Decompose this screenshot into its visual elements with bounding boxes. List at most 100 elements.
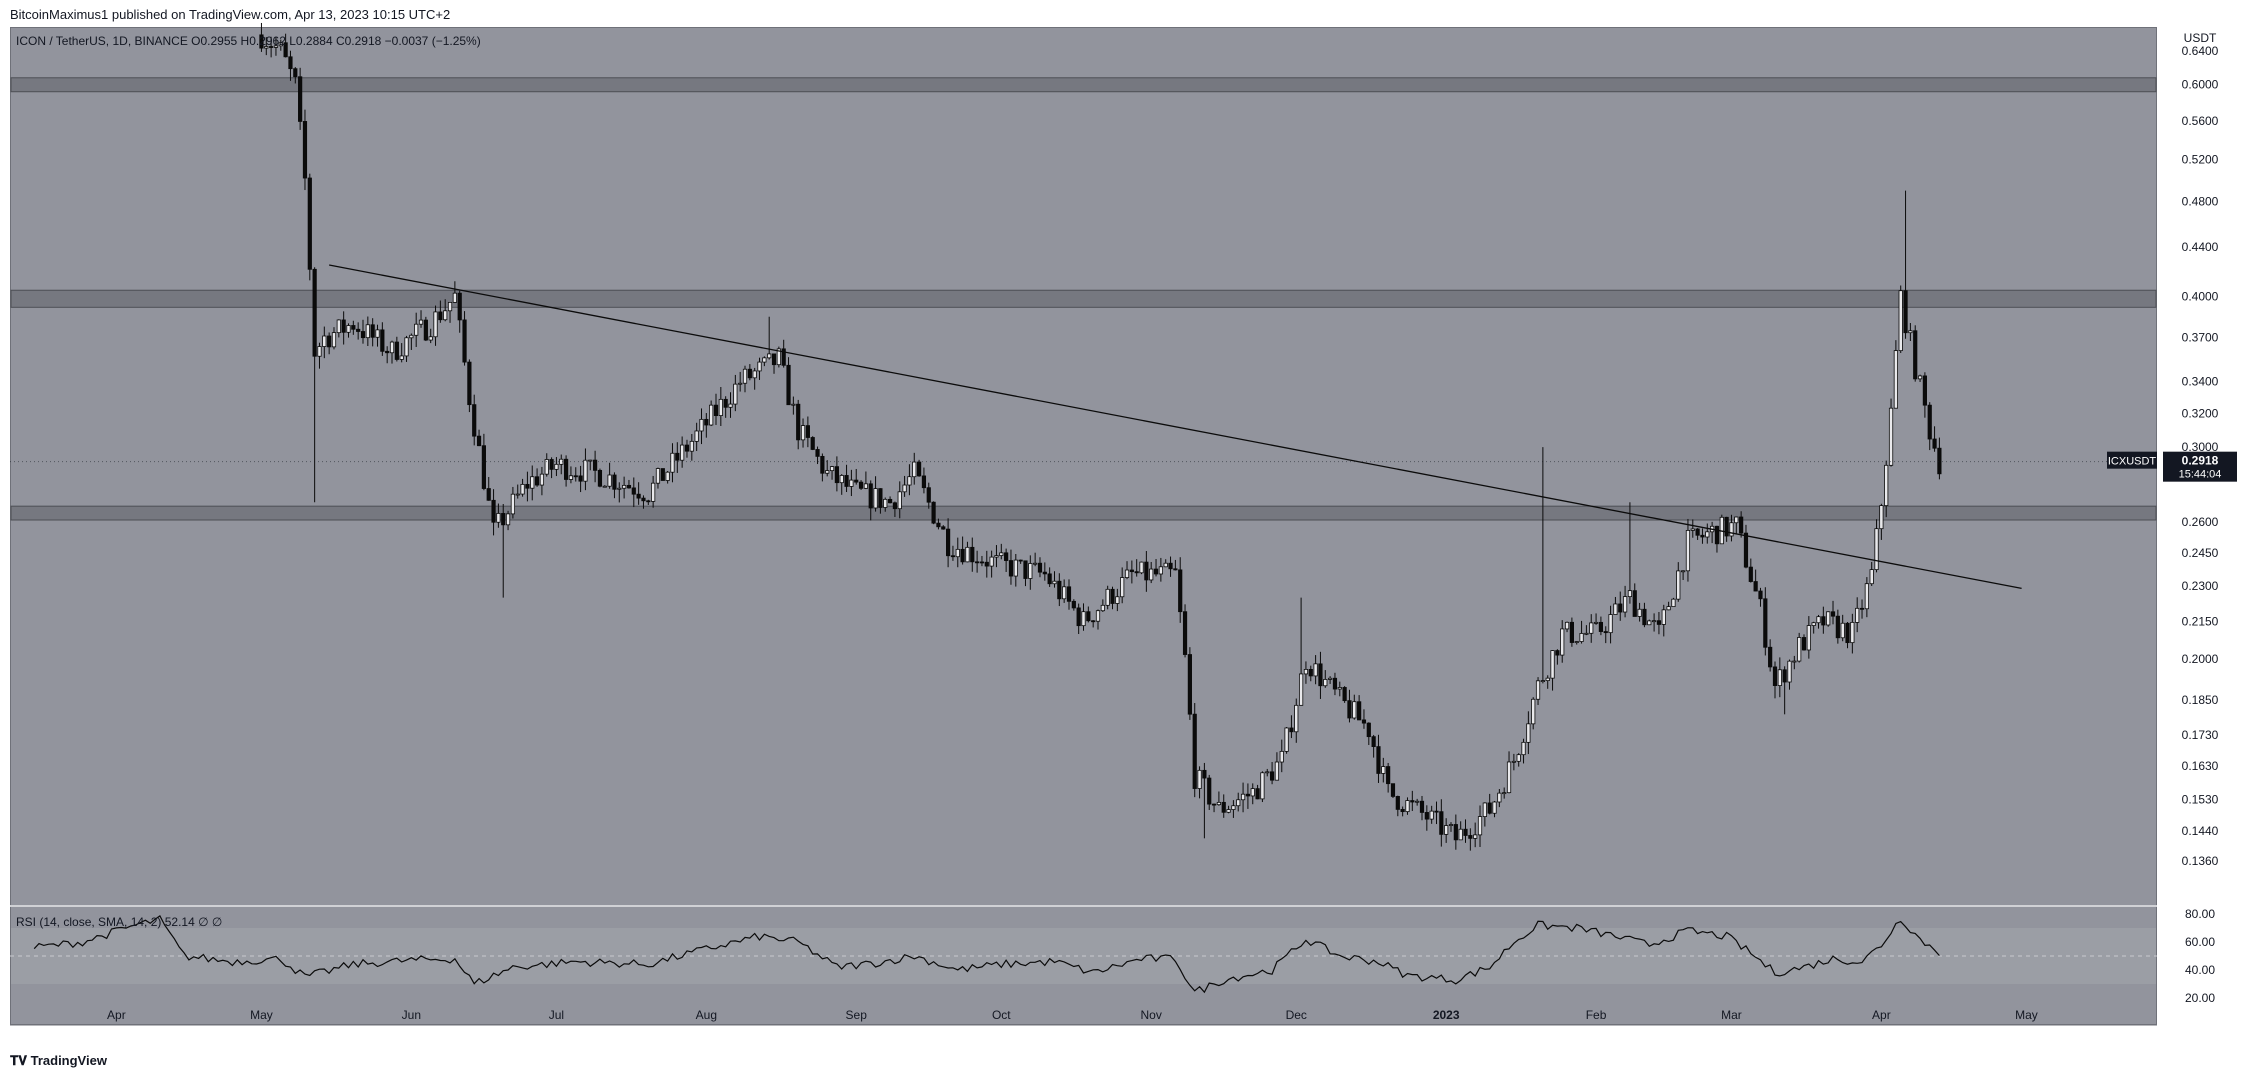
candle-body bbox=[999, 552, 1004, 556]
candle-body bbox=[476, 435, 482, 447]
candle-body bbox=[1429, 810, 1434, 820]
candle-body bbox=[786, 364, 791, 406]
candle-body bbox=[1651, 620, 1657, 623]
candle-body bbox=[418, 319, 424, 325]
candle-body bbox=[1516, 754, 1521, 762]
candle-body bbox=[1502, 792, 1507, 795]
candle-body bbox=[651, 482, 656, 502]
candle-body bbox=[264, 46, 269, 49]
candle-body bbox=[1884, 464, 1889, 507]
price-tick-label: 0.2450 bbox=[2182, 546, 2219, 560]
candle-body bbox=[1879, 505, 1884, 530]
time-tick-label: Mar bbox=[1721, 1008, 1742, 1022]
rsi-legend[interactable]: RSI (14, close, SMA, 14, 2) 52.14 ∅ ∅ bbox=[16, 915, 223, 929]
candle-body bbox=[423, 319, 428, 341]
candle-body bbox=[907, 476, 912, 486]
candle-body bbox=[617, 487, 622, 490]
candle-body bbox=[1100, 604, 1105, 612]
candle-body bbox=[409, 334, 414, 339]
candle-body bbox=[1777, 669, 1782, 686]
candle-body bbox=[921, 475, 927, 489]
support-resistance-zone-1 bbox=[10, 77, 2157, 93]
candle-body bbox=[375, 329, 380, 338]
candle-body bbox=[1047, 573, 1052, 585]
candle-body bbox=[1236, 799, 1241, 807]
candle-body bbox=[1937, 447, 1942, 475]
candle-body bbox=[1361, 719, 1367, 724]
candle-body bbox=[1158, 566, 1163, 575]
candle-body bbox=[1216, 801, 1221, 806]
candle-body bbox=[1033, 562, 1038, 565]
candle-body bbox=[1144, 561, 1149, 581]
candle-body bbox=[1347, 700, 1352, 719]
candle-body bbox=[1569, 621, 1574, 643]
candle-body bbox=[844, 475, 849, 487]
candle-body bbox=[1255, 788, 1260, 800]
candle-body bbox=[646, 500, 651, 503]
candle-body bbox=[1816, 616, 1821, 624]
candle-body bbox=[713, 404, 719, 417]
candle-body bbox=[283, 42, 288, 58]
tradingview-logo[interactable]: 𝐓𝐕 TradingView bbox=[10, 1053, 107, 1069]
candle-body bbox=[317, 346, 322, 357]
symbol-legend[interactable]: ICON / TetherUS, 1D, BINANCE O0.2955 H0.… bbox=[16, 34, 481, 48]
rsi-tick-label: 80.00 bbox=[2185, 907, 2215, 921]
candle-body bbox=[887, 498, 893, 504]
price-tick-label: 0.3000 bbox=[2182, 440, 2219, 454]
candle-body bbox=[1477, 816, 1483, 836]
candle-body bbox=[1149, 568, 1154, 581]
candle-body bbox=[520, 483, 525, 495]
candle-body bbox=[1352, 701, 1357, 719]
candle-body bbox=[1540, 680, 1545, 683]
candle-body bbox=[858, 481, 864, 489]
candle-body bbox=[1318, 663, 1323, 687]
candle-body bbox=[1497, 792, 1502, 803]
candle-body bbox=[1695, 528, 1700, 536]
chart-area[interactable] bbox=[10, 27, 2157, 1025]
candle-body bbox=[273, 45, 279, 48]
time-tick-label: Oct bbox=[992, 1008, 1011, 1022]
candle-body bbox=[389, 341, 395, 354]
candle-body bbox=[1864, 583, 1869, 610]
candle-body bbox=[1197, 769, 1202, 789]
candle-body bbox=[1656, 620, 1662, 625]
candle-body bbox=[665, 471, 670, 481]
candle-body bbox=[510, 493, 516, 515]
candle-body bbox=[897, 491, 902, 510]
candle-body bbox=[1294, 704, 1299, 733]
candle-body bbox=[346, 325, 351, 333]
price-tick-label: 0.2150 bbox=[2182, 614, 2219, 628]
candle-body bbox=[404, 337, 409, 357]
candle-body bbox=[568, 475, 574, 480]
candle-body bbox=[1545, 677, 1550, 682]
price-scale[interactable] bbox=[2157, 27, 2243, 1025]
candle-body bbox=[762, 357, 767, 363]
candle-body bbox=[1850, 622, 1855, 644]
candle-body bbox=[496, 513, 501, 523]
price-tick-label: 0.6400 bbox=[2182, 44, 2219, 58]
candle-body bbox=[1603, 631, 1608, 634]
candle-body bbox=[1091, 620, 1096, 623]
descending-trendline bbox=[329, 264, 2022, 590]
bar-countdown: 15:44:04 bbox=[2179, 469, 2222, 481]
candle-body bbox=[1792, 660, 1797, 663]
candle-body bbox=[1613, 603, 1618, 615]
candle-body bbox=[1260, 772, 1265, 800]
candle-body bbox=[428, 336, 433, 341]
candle-body bbox=[912, 461, 917, 478]
rsi-tick-label: 20.00 bbox=[2185, 991, 2215, 1005]
candle-body bbox=[1057, 580, 1062, 600]
candle-body bbox=[868, 483, 873, 509]
candle-body bbox=[1661, 609, 1666, 625]
rsi-tick-label: 40.00 bbox=[2185, 963, 2215, 977]
candle-body bbox=[1690, 528, 1695, 531]
candle-body bbox=[462, 319, 467, 363]
candle-body bbox=[481, 445, 486, 489]
time-tick-label: Apr bbox=[1872, 1008, 1891, 1022]
candle-body bbox=[1671, 598, 1676, 608]
candle-body bbox=[1095, 610, 1101, 622]
candle-body bbox=[1637, 608, 1642, 617]
candle-body bbox=[1284, 727, 1289, 752]
candle-body bbox=[622, 484, 627, 489]
